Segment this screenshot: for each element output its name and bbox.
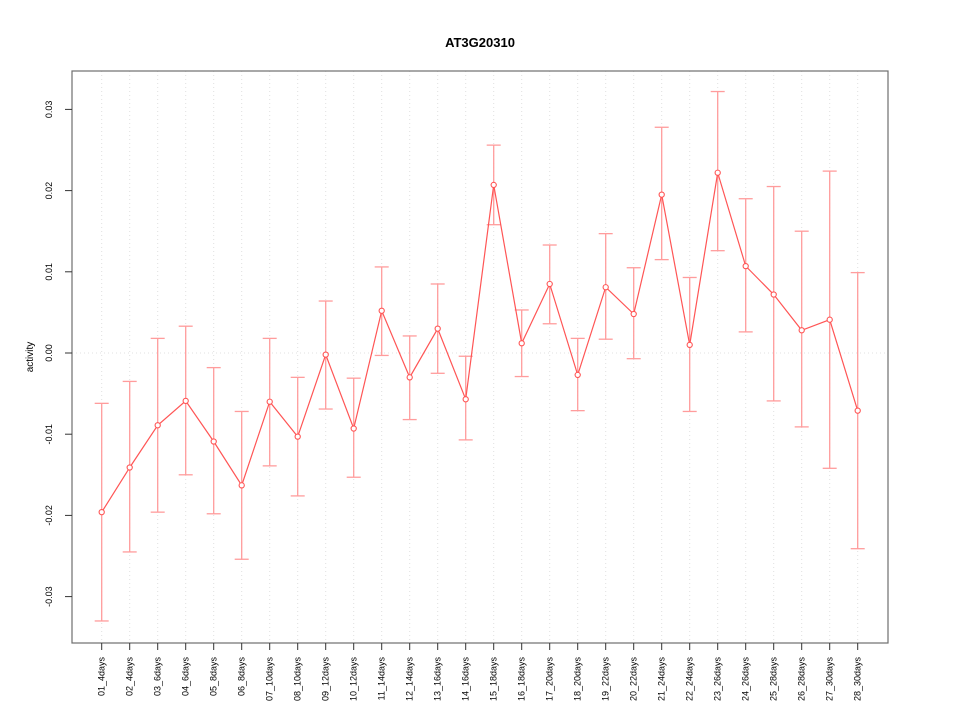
data-point (490, 181, 497, 189)
data-point (798, 327, 805, 334)
data-point (686, 341, 693, 349)
y-tick-label: -0.01 (44, 424, 54, 445)
data-point (826, 316, 833, 323)
x-tick-label: 02_4days (125, 657, 135, 697)
error-bars-layer (94, 90, 865, 622)
plot-frame (71, 70, 889, 644)
y-tick-label: -0.02 (44, 505, 54, 526)
x-tick-label: 23_26days (713, 657, 723, 702)
x-tick-label: 07_10days (265, 657, 275, 702)
data-point (602, 284, 609, 291)
data-point (98, 509, 105, 516)
plot-frame-layer (71, 70, 889, 644)
x-tick-label: 14_16days (461, 657, 471, 702)
data-point (182, 397, 189, 405)
data-point (462, 396, 469, 403)
data-point (154, 422, 161, 429)
x-tick-label: 08_10days (293, 657, 303, 702)
x-tick-label: 15_18days (489, 657, 499, 702)
x-tick-label: 09_12days (321, 657, 331, 702)
x-tick-label: 19_22days (601, 657, 611, 702)
data-point (126, 464, 133, 471)
data-point (574, 371, 581, 379)
x-tick-label: 26_28days (797, 657, 807, 702)
data-point (714, 169, 721, 176)
x-tick-label: 05_8days (209, 657, 219, 697)
data-point (406, 374, 413, 381)
x-tick-label: 06_8days (237, 657, 247, 697)
data-point (294, 433, 301, 440)
data-point (658, 191, 665, 198)
data-point (434, 325, 441, 332)
gridlines-layer (72, 71, 888, 643)
x-tick-label: 28_30days (853, 657, 863, 702)
x-tick-label: 11_14days (377, 657, 387, 701)
x-tick-label: 03_6days (153, 657, 163, 697)
y-tick-label: 0.00 (44, 344, 54, 362)
y-tick-label: 0.02 (44, 182, 54, 200)
data-point (350, 425, 357, 432)
series-layer (101, 172, 859, 513)
x-tick-label: 04_6days (181, 657, 191, 697)
x-tick-label: 16_18days (517, 657, 527, 702)
data-points-layer (98, 169, 861, 516)
data-point (378, 307, 385, 314)
data-point (546, 280, 553, 288)
x-tick-label: 20_22days (629, 657, 639, 702)
x-tick-label: 12_14days (405, 657, 415, 702)
x-tick-label: 24_26days (741, 657, 751, 702)
y-tick-label: 0.01 (44, 263, 54, 281)
data-point (742, 262, 749, 270)
y-axis-label: activity (25, 342, 36, 373)
x-tick-label: 25_28days (769, 657, 779, 702)
data-point (238, 482, 245, 489)
data-point (322, 351, 329, 358)
axis-tick-labels-layer: -0.03 -0.02 -0.01 0.00 0.01 0.02 0.03 01_4days 0… (44, 101, 863, 701)
data-point (518, 340, 525, 347)
x-tick-label: 22_24days (685, 657, 695, 702)
x-tick-label: 10_12days (349, 657, 359, 702)
x-tick-label: 21_24days (657, 657, 667, 702)
x-tick-label: 17_20days (545, 657, 555, 702)
data-point (630, 310, 637, 318)
data-point (770, 291, 777, 298)
series-line (101, 172, 859, 513)
data-point (854, 407, 861, 414)
data-point (210, 438, 217, 445)
x-tick-label: 27_30days (825, 657, 835, 702)
data-point (266, 398, 273, 405)
y-tick-label: 0.03 (44, 101, 54, 119)
x-tick-label: 13_16days (433, 657, 443, 702)
x-tick-label: 01_4days (97, 657, 107, 697)
y-tick-label: -0.03 (44, 586, 54, 607)
chart-title: AT3G20310 (445, 35, 515, 50)
x-tick-label: 18_20days (573, 657, 583, 702)
axis-ticks-layer (65, 108, 859, 650)
